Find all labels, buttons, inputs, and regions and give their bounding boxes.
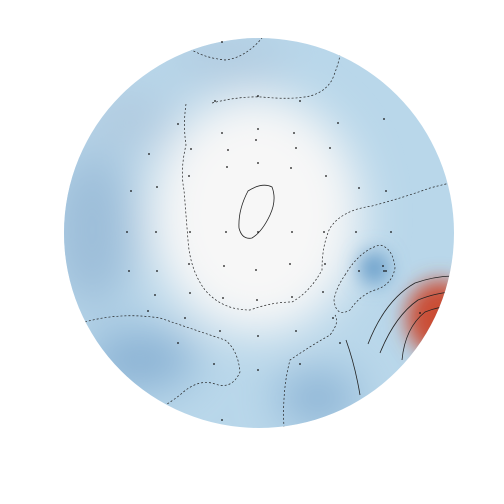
contour-lower-left [84,315,241,409]
field-blob-left [64,150,134,310]
sensor-marker [147,310,149,312]
sensor-marker [189,292,191,294]
sensor-marker [355,231,357,233]
contour-right-pos-1 [367,275,454,345]
sensor-marker [256,299,258,301]
sensor-marker [190,148,192,150]
sensor-marker [156,270,158,272]
sensor-marker [339,342,341,344]
sensor-marker [255,139,257,141]
field-blob-center [151,95,361,335]
sensor-marker [291,231,293,233]
sensor-marker [325,175,327,177]
sensor-marker [156,186,158,188]
sensor-marker [383,270,385,272]
sensor-marker [219,330,221,332]
contour-center-zero [238,184,275,239]
contour-right-pocket [333,244,396,313]
topomap-field [64,38,454,428]
sensor-marker [154,294,156,296]
sensor-marker [329,147,331,149]
sensor-marker [221,41,223,43]
sensor-marker [299,363,301,365]
contour-right-pos-2 [379,291,454,354]
sensor-marker [257,335,259,337]
sensor-marker [385,190,387,192]
sensor-marker [358,270,360,272]
sensor-marker [295,147,297,149]
contour-top-small [211,54,341,104]
sensor-marker [257,231,259,233]
sensor-marker [227,149,229,151]
sensor-marker [221,419,223,421]
contour-right-zero [345,339,361,396]
field-blob-right-edge [406,280,454,356]
sensor-marker [213,363,215,365]
field-blob-upper-left [85,90,175,150]
field-blob-top [170,38,290,82]
sensor-marker [323,231,325,233]
sensor-marker [155,231,157,233]
field-blob-lower-right [278,372,358,424]
sensor-marker [130,190,132,192]
sensor-marker [419,312,421,314]
sensor-marker [128,270,130,272]
sensor-marker [177,123,179,125]
sensor-marker [184,317,186,319]
sensor-marker [257,162,259,164]
sensor-marker [295,330,297,332]
sensor-marker [322,291,324,293]
sensor-marker [257,95,259,97]
sensor-marker [257,128,259,130]
contour-lower-right [283,314,337,428]
sensor-marker [225,231,227,233]
sensor-marker [188,175,190,177]
sensor-marker [337,122,339,124]
sensor-marker [255,269,257,271]
sensor-marker [382,265,384,267]
sensor-marker [221,132,223,134]
sensor-marker [126,231,128,233]
sensor-marker [223,265,225,267]
sensor-markers [126,41,421,421]
sensor-marker [293,132,295,134]
contour-upper-left [189,38,263,61]
sensor-marker [290,167,292,169]
sensor-marker [390,231,392,233]
sensor-marker [383,118,385,120]
sensor-marker [222,297,224,299]
sensor-marker [289,263,291,265]
sensor-marker [188,263,190,265]
sensor-marker [385,270,387,272]
sensor-marker [299,100,301,102]
sensor-marker [324,263,326,265]
sensor-marker [189,231,191,233]
contour-lines [84,38,454,428]
sensor-marker [332,317,334,319]
sensor-marker [291,296,293,298]
sensor-marker [257,369,259,371]
sensor-marker [148,153,150,155]
sensor-marker [358,187,360,189]
sensor-marker [214,100,216,102]
sensor-marker [177,342,179,344]
sensor-marker [226,166,228,168]
field-blob-right-pocket [360,252,388,284]
field-blob-lower-left [85,330,195,390]
contour-big-left [182,103,454,311]
